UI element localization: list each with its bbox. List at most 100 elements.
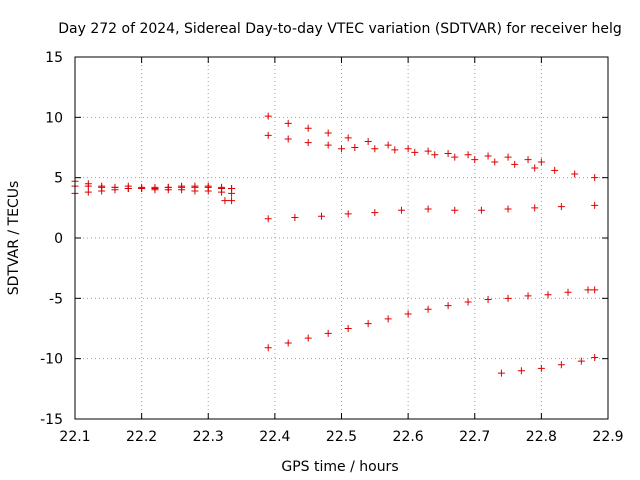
data-point xyxy=(84,188,92,196)
data-point xyxy=(391,146,399,154)
data-point xyxy=(537,364,545,372)
data-point xyxy=(444,302,452,310)
data-point xyxy=(504,153,512,161)
axes: 22.1 22.2 22.3 22.4 22.5 22.6 22.7 22.8 22.9 -15 -… xyxy=(40,50,623,445)
data-point xyxy=(404,310,412,318)
data-point xyxy=(344,210,352,218)
data-point xyxy=(204,182,212,190)
data-point xyxy=(411,148,419,156)
data-point xyxy=(304,334,312,342)
data-point xyxy=(517,367,525,375)
data-point xyxy=(284,339,292,347)
data-point xyxy=(284,119,292,127)
data-point xyxy=(304,124,312,132)
data-point xyxy=(531,204,539,212)
y-tick-label: -15 xyxy=(40,412,63,428)
data-point xyxy=(291,213,299,221)
data-point xyxy=(221,197,229,205)
series-arc-5 xyxy=(264,112,545,166)
x-tick-label: 22.2 xyxy=(126,429,157,445)
data-point xyxy=(98,187,106,195)
data-point xyxy=(591,286,599,294)
data-point xyxy=(577,357,585,365)
data-point xyxy=(497,369,505,377)
y-tick-label: 15 xyxy=(45,50,63,66)
data-point xyxy=(264,131,272,139)
data-point xyxy=(464,151,472,159)
x-tick-label: 22.9 xyxy=(592,429,623,445)
data-point xyxy=(364,137,372,145)
data-point xyxy=(491,158,499,166)
data-point xyxy=(344,134,352,142)
data-series xyxy=(71,112,599,377)
data-point xyxy=(484,296,492,304)
data-point xyxy=(324,141,332,149)
data-point xyxy=(584,286,592,294)
x-tick-label: 22.3 xyxy=(193,429,224,445)
data-point xyxy=(151,183,159,191)
data-point xyxy=(537,158,545,166)
x-axis-label: GPS time / hours xyxy=(281,459,398,475)
data-point xyxy=(591,201,599,209)
series-arc-7 xyxy=(264,201,599,223)
data-point xyxy=(264,344,272,352)
x-tick-label: 22.5 xyxy=(326,429,357,445)
data-point xyxy=(431,151,439,159)
data-point xyxy=(228,197,236,205)
data-point xyxy=(451,206,459,214)
data-point xyxy=(404,145,412,153)
data-point xyxy=(384,315,392,323)
data-point xyxy=(504,294,512,302)
series-arc-6 xyxy=(264,131,599,182)
data-point xyxy=(571,170,579,178)
data-point xyxy=(551,166,559,174)
data-point xyxy=(218,183,226,191)
x-tick-label: 22.6 xyxy=(393,429,424,445)
data-point xyxy=(511,160,519,168)
data-point xyxy=(138,185,146,193)
data-point xyxy=(564,288,572,296)
data-point xyxy=(324,329,332,337)
data-point xyxy=(111,186,119,194)
y-tick-label: 5 xyxy=(54,171,63,187)
y-tick-label: -10 xyxy=(40,352,63,368)
data-point xyxy=(424,205,432,213)
data-point xyxy=(364,320,372,328)
data-point xyxy=(544,291,552,299)
data-point xyxy=(557,361,565,369)
data-point xyxy=(318,212,326,220)
series-arc-9 xyxy=(497,353,599,377)
x-tick-label: 22.1 xyxy=(59,429,90,445)
data-point xyxy=(84,182,92,190)
data-point xyxy=(371,145,379,153)
data-point xyxy=(371,209,379,217)
data-point xyxy=(338,145,345,153)
series-arc-4 xyxy=(221,197,236,205)
data-point xyxy=(324,129,332,137)
data-point xyxy=(397,206,405,214)
data-point xyxy=(191,183,199,191)
data-point xyxy=(591,174,599,182)
data-point xyxy=(264,112,272,120)
chart-title: Day 272 of 2024, Sidereal Day-to-day VTE… xyxy=(58,21,621,37)
data-point xyxy=(591,353,599,361)
data-point xyxy=(424,305,432,313)
data-point xyxy=(384,141,392,149)
data-point xyxy=(444,150,452,158)
data-point xyxy=(531,164,539,172)
data-point xyxy=(477,206,485,214)
data-point xyxy=(471,156,479,164)
data-point xyxy=(228,185,236,193)
data-point xyxy=(304,139,312,147)
data-point xyxy=(424,147,432,155)
x-tick-label: 22.7 xyxy=(459,429,490,445)
series-arc-8 xyxy=(264,286,599,352)
y-tick-label: -5 xyxy=(49,291,63,307)
data-point xyxy=(464,298,472,306)
data-point xyxy=(351,144,359,151)
data-point xyxy=(451,153,459,161)
data-point xyxy=(124,185,132,193)
data-point xyxy=(178,183,186,191)
data-point xyxy=(524,292,532,300)
